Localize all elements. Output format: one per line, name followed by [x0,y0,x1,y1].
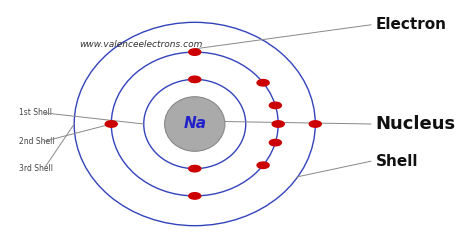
Circle shape [257,80,269,86]
Text: www.valenceelectrons.com: www.valenceelectrons.com [79,40,202,49]
Text: 1st Shell: 1st Shell [18,108,52,117]
Circle shape [272,121,284,127]
Ellipse shape [164,97,225,151]
Text: Nucleus: Nucleus [375,115,456,133]
Text: 3rd Shell: 3rd Shell [18,164,53,173]
Text: Shell: Shell [375,154,418,169]
Circle shape [309,121,321,127]
Circle shape [189,49,201,55]
Text: Electron: Electron [375,17,447,32]
Text: Na: Na [183,117,206,131]
Circle shape [189,193,201,199]
Circle shape [105,121,117,127]
Circle shape [189,165,201,172]
Circle shape [257,162,269,168]
Circle shape [269,139,282,146]
Circle shape [269,102,282,109]
Circle shape [189,76,201,83]
Text: 2nd Shell: 2nd Shell [18,137,54,146]
